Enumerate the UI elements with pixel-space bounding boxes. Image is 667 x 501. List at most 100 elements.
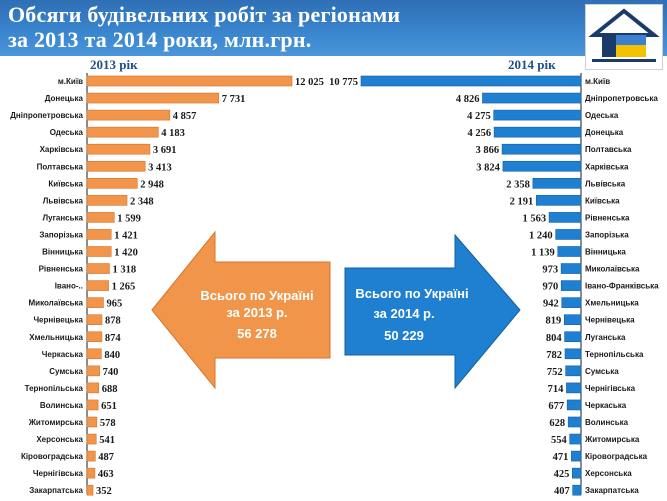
category-label-2013-5: Полтавська [37, 162, 84, 171]
value-label-2013-10: 1 420 [114, 248, 138, 259]
bar-2013-15 [86, 331, 103, 343]
chart-title-line2: за 2013 та 2014 роки, млн.грн. [8, 27, 312, 52]
value-label-2014-17: 752 [547, 367, 563, 378]
value-label-2014-9: 1 240 [529, 230, 553, 241]
category-label-2013-12: Івано-.. [55, 282, 83, 291]
value-label-2013-2: 4 857 [173, 111, 197, 122]
bar-2013-21 [86, 433, 97, 445]
category-label-2013-17: Сумська [49, 367, 83, 376]
category-label-2014-10: Вінницька [585, 248, 626, 257]
bar-2014-11 [560, 263, 582, 274]
value-label-2013-8: 1 599 [117, 213, 141, 224]
value-label-2014-1: 4 826 [456, 94, 480, 105]
category-label-2013-23: Чернігівська [33, 469, 84, 478]
value-label-2013-21: 541 [99, 435, 115, 446]
total-2014-value: 50 229 [384, 328, 424, 343]
total-2014-line1: Всього по Україні [355, 286, 468, 301]
value-label-2013-23: 463 [98, 469, 114, 480]
bar-2013-5 [86, 160, 146, 172]
bar-2013-24 [86, 484, 94, 496]
bar-2014-4 [501, 143, 582, 155]
bar-2013-22 [86, 450, 96, 462]
category-label-2013-16: Черкаська [42, 350, 84, 359]
category-label-2014-19: Черкаська [585, 401, 627, 410]
value-label-2014-24: 407 [554, 486, 570, 497]
value-label-2013-11: 1 318 [112, 265, 136, 276]
bar-2014-13 [561, 297, 582, 308]
value-label-2014-18: 714 [548, 384, 565, 395]
value-label-2013-13: 965 [106, 299, 122, 310]
value-label-2013-3: 4 183 [161, 128, 185, 139]
value-label-2013-12: 1 265 [112, 282, 136, 293]
category-label-2014-2: Одеська [585, 111, 619, 120]
category-label-2013-9: Запорізька [39, 230, 83, 239]
total-2013-arrow: Всього по Україні за 2013 р. 56 278 [151, 230, 331, 390]
category-label-2014-24: Закарпатська [585, 486, 639, 495]
value-label-2013-19: 651 [101, 401, 117, 412]
category-label-2013-6: Київська [48, 179, 83, 188]
bar-2014-21 [569, 433, 582, 445]
bar-2014-2 [493, 109, 582, 121]
bar-2014-16 [564, 348, 582, 360]
value-label-2013-14: 878 [105, 316, 121, 327]
total-2013-line2: за 2013 р. [226, 305, 287, 320]
category-label-2014-22: Кіровоградська [585, 452, 648, 461]
bar-2013-9 [86, 229, 112, 240]
value-label-2014-15: 804 [546, 333, 563, 344]
header-banner: Обсяги будівельних робіт за регіонами за… [0, 0, 667, 56]
category-label-2013-13: Миколаївська [29, 299, 84, 308]
bar-2013-11 [86, 263, 110, 274]
bar-2014-9 [555, 229, 582, 240]
value-label-2013-4: 3 691 [153, 145, 177, 156]
series-2014: 2014 рік м.Київ 10 775 Дніпропетровська 4 8… [329, 57, 659, 497]
category-label-2013-15: Хмельницька [29, 333, 83, 342]
logo [585, 4, 663, 70]
category-label-2014-8: Рівненська [585, 213, 630, 222]
value-label-2014-11: 973 [542, 265, 558, 276]
series-label-2014: 2014 рік [508, 57, 556, 72]
bar-2014-18 [566, 382, 582, 394]
bar-2014-23 [572, 467, 582, 479]
category-label-2014-6: Львівська [585, 179, 626, 188]
bar-2013-17 [86, 365, 100, 377]
category-label-2014-16: Тернопільська [585, 350, 644, 359]
category-label-2013-14: Чернівецька [33, 316, 83, 325]
value-label-2014-19: 677 [548, 401, 564, 412]
bar-2014-17 [565, 365, 582, 377]
value-label-2013-0: 12 025 [295, 77, 324, 88]
category-label-2013-1: Донецька [45, 94, 84, 103]
value-label-2014-14: 819 [546, 316, 562, 327]
category-label-2014-0: м.Київ [585, 77, 610, 86]
category-label-2013-10: Вінницька [42, 248, 83, 257]
category-label-2013-4: Харківська [40, 145, 84, 154]
category-label-2013-20: Житомирська [28, 418, 84, 427]
category-label-2014-7: Київська [585, 196, 620, 205]
total-2014-arrow: Всього по Україні за 2014 р. 50 229 [344, 233, 521, 390]
bar-2014-14 [563, 314, 582, 326]
bar-2013-19 [86, 399, 99, 411]
bar-2013-14 [86, 314, 103, 326]
bar-2014-22 [571, 450, 582, 462]
category-label-2014-23: Херсонська [585, 469, 632, 478]
category-label-2014-18: Чернігівська [585, 384, 636, 393]
bar-2013-23 [86, 467, 96, 479]
bar-2013-12 [86, 280, 109, 291]
category-label-2013-2: Дніпропетровська [10, 111, 83, 120]
category-label-2014-1: Дніпропетровська [585, 94, 658, 103]
bar-2013-16 [86, 348, 102, 360]
category-label-2014-9: Запорізька [585, 230, 629, 239]
bar-2014-8 [548, 212, 582, 223]
bar-2013-7 [86, 195, 128, 206]
value-label-2013-16: 840 [104, 350, 120, 361]
category-label-2014-3: Донецька [585, 128, 624, 137]
value-label-2013-20: 578 [100, 418, 116, 429]
value-label-2014-0: 10 775 [329, 77, 358, 88]
bar-2013-0 [86, 75, 293, 87]
bar-2013-20 [86, 416, 98, 428]
bar-2014-19 [566, 399, 582, 411]
value-label-2014-4: 3 866 [475, 145, 499, 156]
value-label-2014-13: 942 [543, 299, 559, 310]
value-label-2013-18: 688 [102, 384, 118, 395]
total-2013-value: 56 278 [237, 326, 277, 341]
